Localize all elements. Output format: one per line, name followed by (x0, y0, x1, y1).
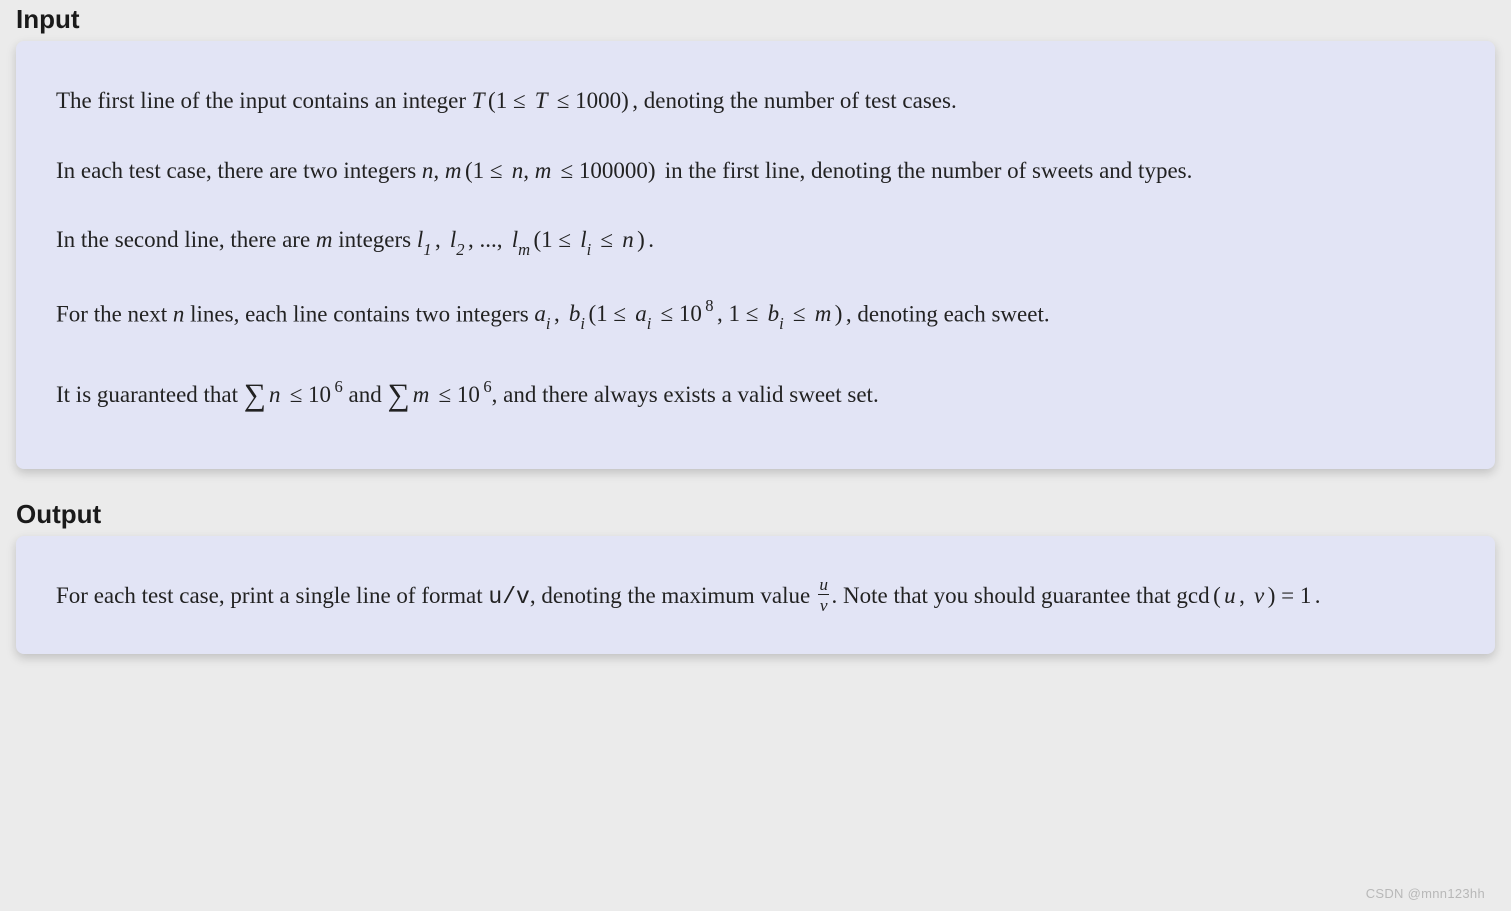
text: , denoting the maximum value (530, 583, 816, 608)
text: For the next (56, 301, 173, 326)
text: lines, each line contains two integers (184, 301, 534, 326)
text: It is guaranteed that (56, 382, 244, 407)
var-T: T (472, 88, 485, 113)
var-T: T (535, 88, 548, 113)
var-lm: lm (512, 227, 530, 252)
input-para-4: For the next n lines, each line contains… (56, 295, 1455, 335)
output-section: Output For each test case, print a singl… (0, 499, 1511, 655)
text: , denoting each sweet. (846, 301, 1050, 326)
text: , and there always exists a valid sweet … (492, 382, 879, 407)
dot: . (1315, 583, 1321, 608)
output-title: Output (0, 499, 1511, 536)
input-para-1: The first line of the input contains an … (56, 83, 1455, 119)
comma: , (432, 227, 450, 252)
var-n: n (173, 301, 185, 326)
input-para-2: In each test case, there are two integer… (56, 153, 1455, 189)
text: For each test case, print a single line … (56, 583, 488, 608)
input-para-5: It is guaranteed that ∑n ≤ 106 and ∑m ≤ … (56, 368, 1455, 416)
comma: , (551, 301, 569, 326)
constraint: (1 ≤ li ≤ n) (530, 227, 648, 252)
output-para-1: For each test case, print a single line … (56, 578, 1455, 617)
text: . Note that you should guarantee that (831, 583, 1176, 608)
format-uv: u/v (488, 584, 529, 610)
input-para-3: In the second line, there are m integers… (56, 222, 1455, 260)
input-title: Input (0, 4, 1511, 41)
dot: . (648, 227, 654, 252)
constraint-close: ≤ 1000) (548, 88, 633, 113)
constraint: (1 ≤ ai ≤ 108, 1 ≤ bi ≤ m) (585, 301, 846, 326)
output-panel: For each test case, print a single line … (16, 536, 1495, 655)
input-panel: The first line of the input contains an … (16, 41, 1495, 469)
constraint-close: ≤ 100000) (551, 158, 659, 183)
input-section: Input The first line of the input contai… (0, 4, 1511, 469)
constraint-open: (1 ≤ (485, 88, 535, 113)
text: in the first line, denoting the number o… (659, 158, 1192, 183)
text: The first line of the input contains an … (56, 88, 472, 113)
text: integers (333, 227, 417, 252)
var-nm: n, m (512, 158, 552, 183)
ellipsis: , ..., (465, 227, 512, 252)
var-l1: l1 (417, 227, 432, 252)
var-ai: ai (534, 301, 550, 326)
text: , denoting the number of test cases. (632, 88, 956, 113)
text: In the second line, there are (56, 227, 316, 252)
var-bi: bi (569, 301, 585, 326)
text: In each test case, there are two integer… (56, 158, 422, 183)
var-m: m (316, 227, 333, 252)
sum-m: ∑m ≤ 106 (388, 382, 492, 407)
watermark: CSDN @mnn123hh (1366, 886, 1485, 901)
var-l2: l2 (450, 227, 465, 252)
fraction-uv: uv (818, 576, 830, 614)
constraint-open: (1 ≤ (462, 158, 512, 183)
gcd-expr: gcd(u, v) = 1 (1176, 583, 1314, 608)
var-nm: n, m (422, 158, 462, 183)
sum-n: ∑n ≤ 106 (244, 382, 343, 407)
text: and (343, 382, 388, 407)
